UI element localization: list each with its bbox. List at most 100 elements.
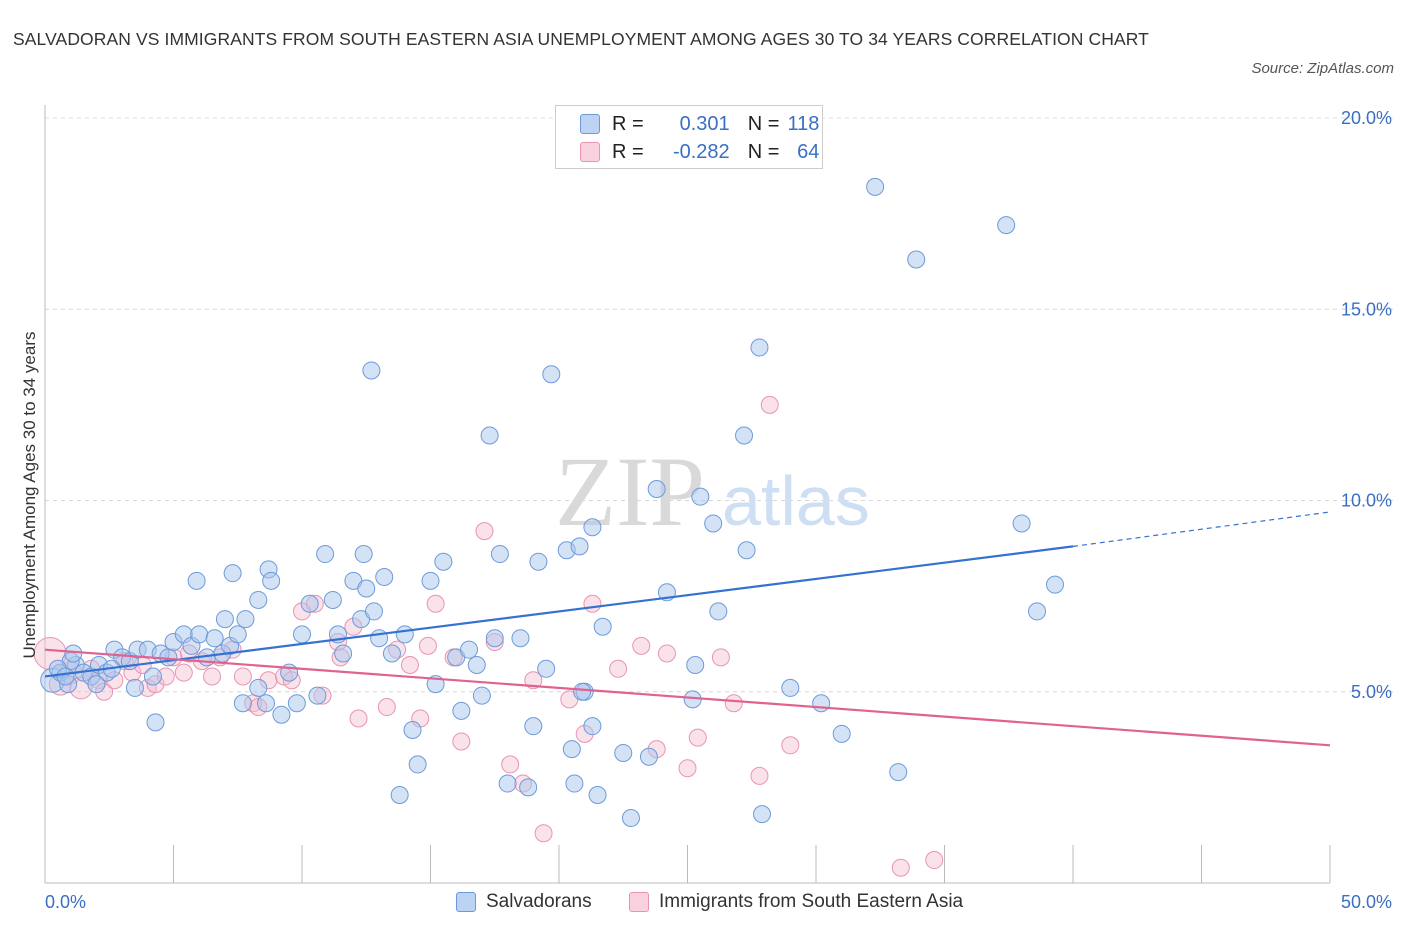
immigrants-point (925, 851, 944, 870)
salvadoran-point (293, 625, 311, 644)
immigrants-point (781, 736, 800, 755)
salvadoran-point (866, 177, 885, 196)
y-tick-label: 15.0% (1341, 299, 1392, 319)
salvadoran-point (472, 686, 491, 705)
salvadoran-point (236, 610, 255, 629)
legend-label-salvadorans: Salvadorans (486, 891, 592, 912)
salvadoran-point (1046, 575, 1065, 594)
salvadoran-point (480, 426, 499, 445)
salvadoran-point (228, 625, 247, 644)
salvadoran-point (498, 774, 517, 793)
salvadoran-point (621, 808, 640, 827)
watermark-zip: ZIP (555, 436, 705, 547)
salvadoran-point (490, 545, 509, 564)
salvadoran-point (750, 338, 769, 357)
salvadoran-point (56, 667, 75, 686)
salvadoran-point (287, 694, 306, 713)
salvadoran-point (364, 602, 383, 621)
legend-item-immigrants: Immigrants from South Eastern Asia (629, 888, 963, 916)
salvadoran-point (146, 713, 165, 732)
salvadoran-point (215, 610, 234, 629)
salvadoran-point (647, 480, 666, 499)
salvadoran-point (511, 629, 530, 648)
legend-n-value: 64 (797, 140, 820, 163)
y-axis-label: Unemployment Among Ages 30 to 34 years (20, 332, 39, 659)
immigrants-point (760, 395, 779, 414)
salvadoran-point (390, 786, 409, 805)
salvadoran-point (316, 545, 335, 564)
salvadoran-point (190, 625, 209, 644)
immigrants-point (452, 732, 471, 751)
salvadoran-point (1028, 602, 1047, 621)
chart-title: SALVADORAN VS IMMIGRANTS FROM SOUTH EAST… (13, 29, 1149, 49)
salvadoran-trend-line (44, 545, 1074, 678)
salvadoran-point (460, 640, 479, 659)
salvadoran-point (452, 701, 471, 720)
immigrants-point (475, 522, 494, 541)
salvadoran-trend-extension (1072, 511, 1331, 547)
axes (44, 105, 1331, 884)
salvadoran-point (519, 778, 538, 797)
salvadoran-point (382, 644, 401, 663)
y-tick-label: 10.0% (1341, 491, 1392, 511)
immigrants-point (750, 766, 769, 785)
salvadoran-point (249, 678, 268, 697)
salvadoran-point (334, 644, 353, 663)
salvadoran-point (362, 361, 381, 380)
immigrants-point (377, 698, 396, 717)
salvadoran-point (593, 617, 612, 636)
trend-lines (44, 511, 1331, 747)
immigrants-point (657, 644, 676, 663)
salvadoran-point (832, 724, 851, 743)
salvadoran-point (542, 365, 561, 384)
legend-r-value: 0.301 (679, 112, 730, 135)
salvadoran-point (485, 629, 504, 648)
immigrants-point (534, 824, 553, 843)
salvadoran-point (588, 786, 607, 805)
immigrants-point (688, 728, 707, 747)
salvadoran-point (262, 571, 281, 590)
salvadoran-point (524, 717, 543, 736)
salvadoran-point (308, 686, 327, 705)
salvadoran-point (125, 678, 144, 697)
salvadoran-point (300, 594, 319, 613)
legend-label-immigrants: Immigrants from South Eastern Asia (659, 891, 964, 912)
salvadoran-point (737, 541, 756, 560)
salvadoran-point (1012, 514, 1031, 533)
salvadoran-point (562, 740, 581, 759)
immigrants-point (711, 648, 730, 667)
salvadoran-point (781, 678, 800, 697)
salvadoran-point (570, 537, 589, 556)
immigrants-point (349, 709, 368, 728)
immigrants-point (678, 759, 697, 778)
immigrants-point (174, 663, 193, 682)
series-legend: Salvadorans Immigrants from South Easter… (0, 888, 1406, 918)
immigrants-point (632, 636, 651, 655)
legend-swatch-pink (580, 142, 600, 162)
salvadoran-point (395, 625, 414, 644)
salvadoran-point (354, 545, 373, 564)
salvadoran-point (537, 659, 556, 678)
salvadoran-point (573, 682, 592, 701)
legend-n-label: N = (747, 140, 780, 163)
x-tick-label: 0.0% (45, 892, 86, 912)
salvadoran-point (812, 694, 831, 713)
immigrants-trend-line (44, 648, 1331, 747)
salvadoran-point (709, 602, 728, 621)
salvadoran-point (529, 552, 548, 571)
immigrants-point (233, 667, 252, 686)
salvadoran-point (257, 694, 276, 713)
salvadoran-point (272, 705, 291, 724)
immigrants-point (891, 858, 910, 877)
salvadoran-point (639, 747, 658, 766)
legend-swatch-blue (456, 892, 476, 912)
salvadoran-point (691, 487, 710, 506)
salvadoran-point (249, 590, 268, 609)
salvadoran-point (614, 743, 633, 762)
y-tick-label: 5.0% (1351, 682, 1392, 702)
salvadoran-point (889, 763, 908, 782)
salvadoran-point (375, 568, 394, 586)
x-tick-label: 50.0% (1341, 892, 1392, 912)
immigrants-point (426, 594, 445, 613)
